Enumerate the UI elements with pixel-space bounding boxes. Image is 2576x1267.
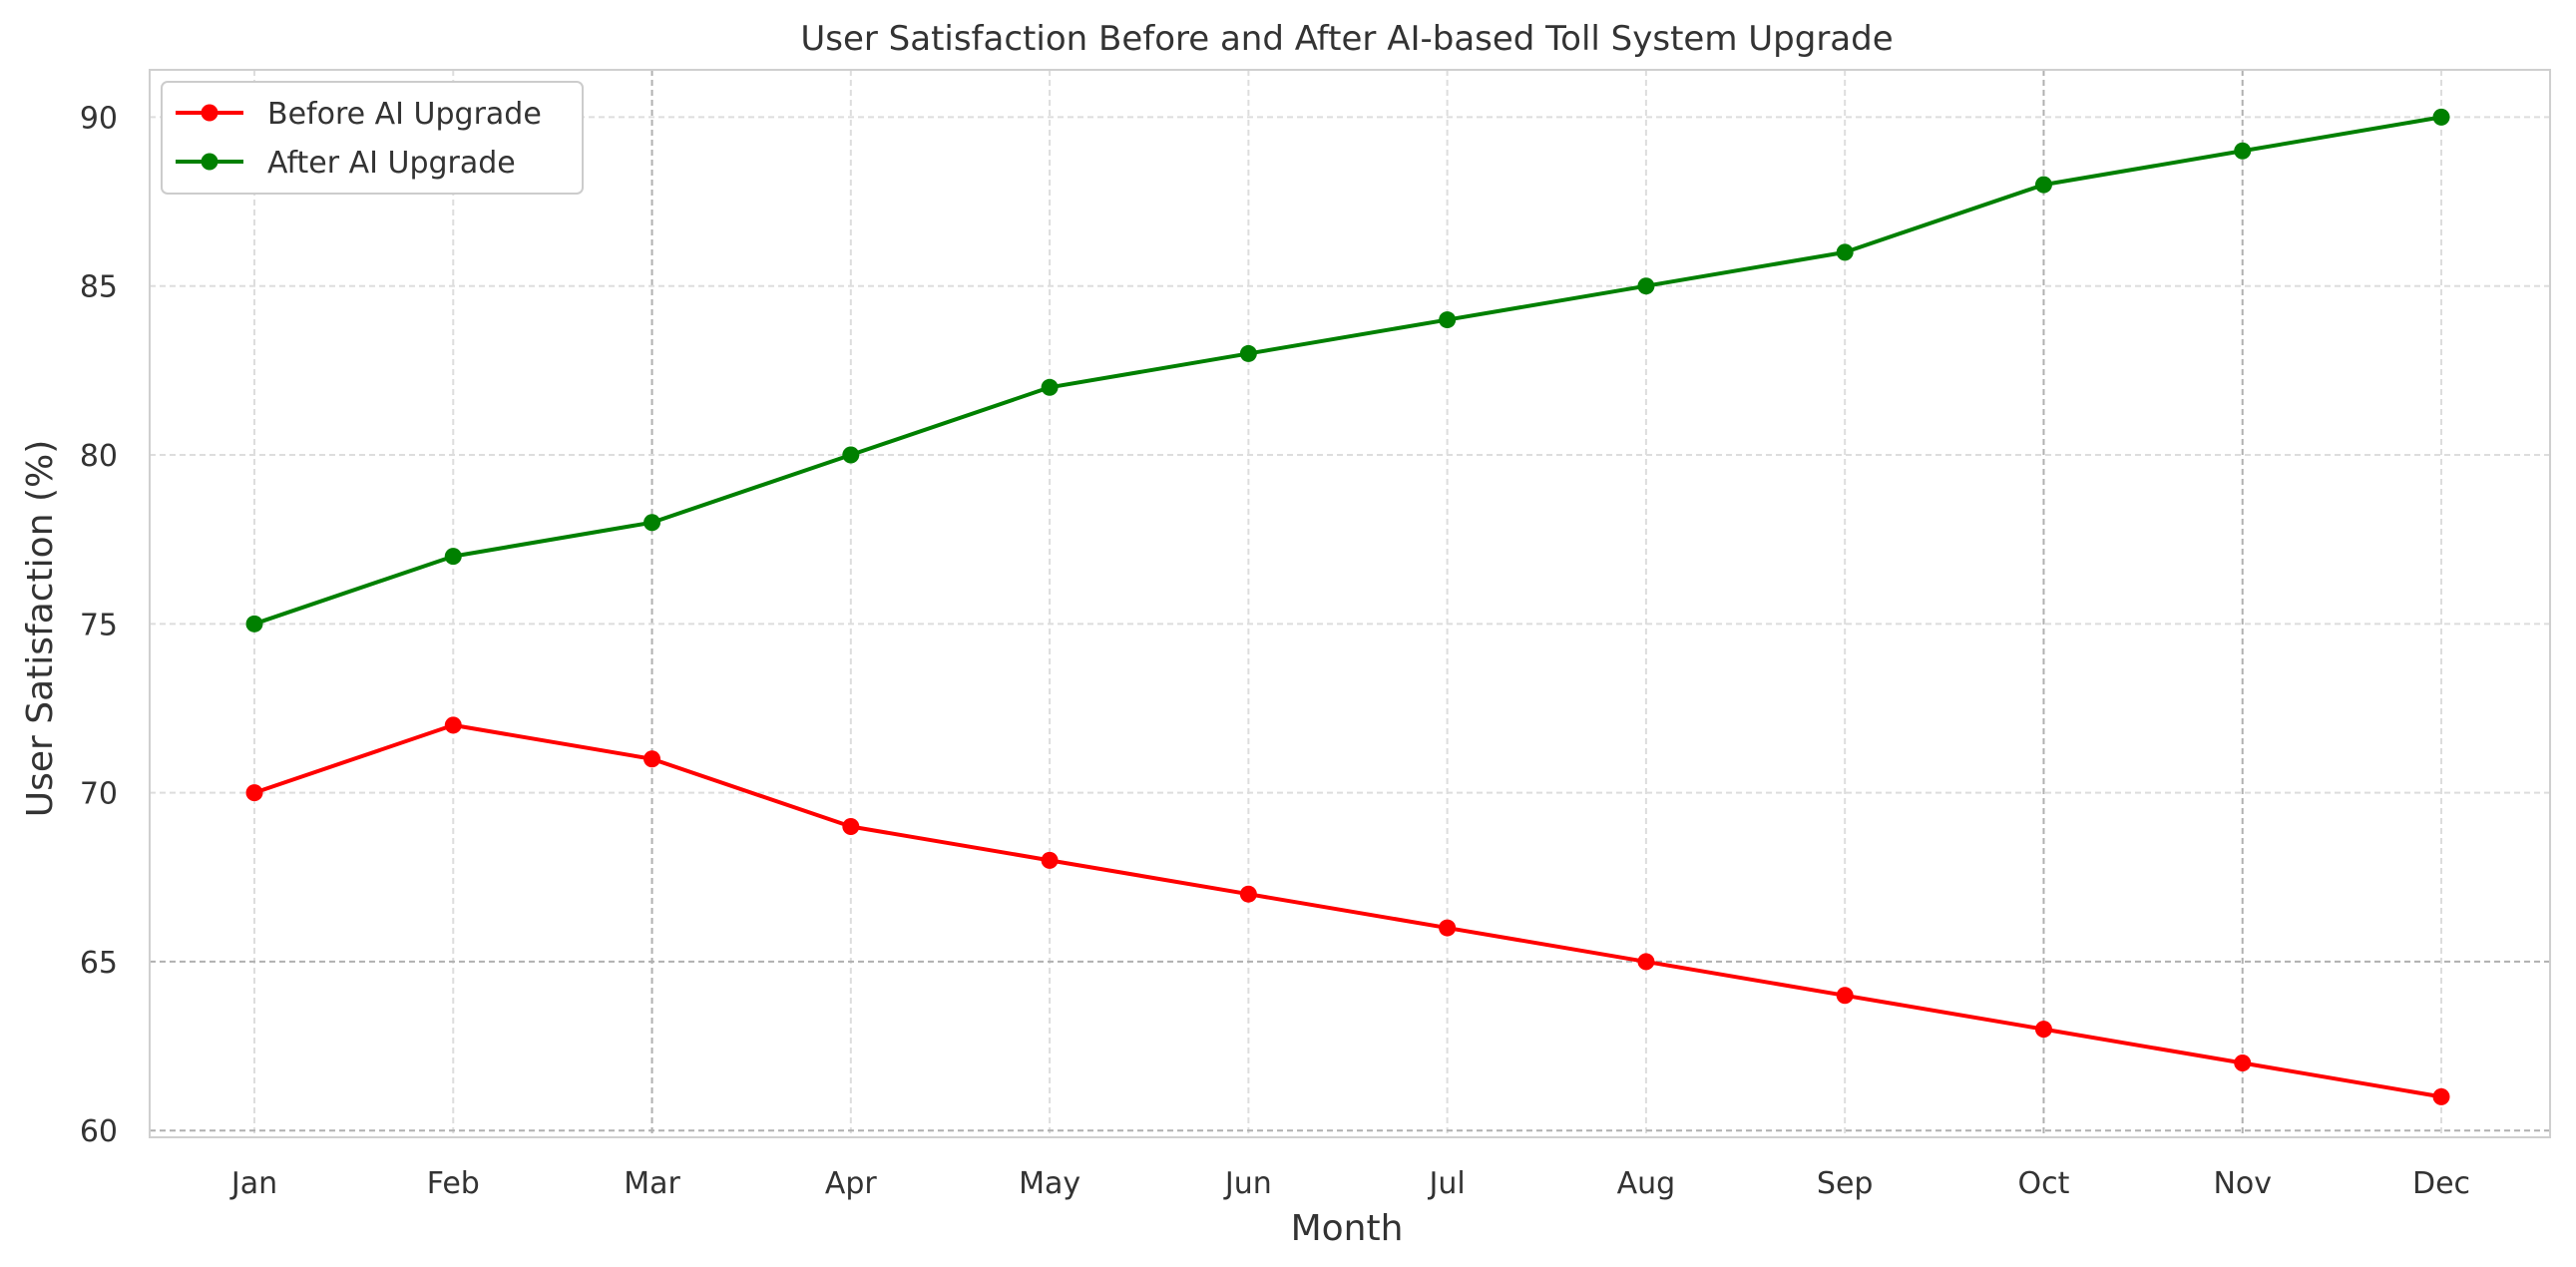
data-point xyxy=(842,446,860,464)
data-point xyxy=(245,615,263,633)
legend-marker xyxy=(201,104,218,122)
data-point xyxy=(644,514,661,532)
x-tick-label: Jun xyxy=(1223,1166,1272,1201)
x-axis-label: Month xyxy=(1291,1208,1404,1249)
y-tick-label: 85 xyxy=(80,270,118,305)
data-point xyxy=(1637,953,1655,971)
y-tick-label: 90 xyxy=(80,101,118,136)
y-axis-label: User Satisfaction (%) xyxy=(20,440,61,818)
x-tick-label: Aug xyxy=(1617,1166,1676,1201)
legend: Before AI Upgrade After AI Upgrade xyxy=(161,81,584,195)
x-tick-label: Dec xyxy=(2412,1166,2470,1201)
y-tick-label: 80 xyxy=(80,439,118,474)
series-group xyxy=(245,108,2450,633)
tick-layer: Jan Feb Mar Apr May Jun Jul Aug Sep Oct Nov Dec 60 65… xyxy=(80,101,2470,1201)
data-point xyxy=(2234,1055,2252,1072)
y-tick-label: 70 xyxy=(80,777,118,812)
y-tick-label: 65 xyxy=(80,946,118,981)
x-tick-label: Apr xyxy=(825,1166,878,1201)
series-line xyxy=(253,115,2442,627)
plot-frame xyxy=(149,69,2551,1138)
series-layer xyxy=(245,108,2450,1105)
data-point xyxy=(644,750,661,768)
x-tick-label: Jan xyxy=(229,1166,277,1201)
legend-label: Before AI Upgrade xyxy=(267,97,542,132)
data-point xyxy=(444,548,462,566)
x-tick-label: May xyxy=(1019,1166,1080,1201)
y-tick-label: 75 xyxy=(80,608,118,642)
data-point xyxy=(2034,176,2052,194)
chart-title: User Satisfaction Before and After AI-ba… xyxy=(800,19,1893,59)
legend-entry: After AI Upgrade xyxy=(176,146,516,181)
x-tick-label: Sep xyxy=(1817,1166,1874,1201)
data-point xyxy=(1239,344,1257,362)
data-point xyxy=(1836,243,1854,261)
x-tick-label: Feb xyxy=(427,1166,480,1201)
data-point xyxy=(2034,1021,2052,1039)
legend-marker xyxy=(201,153,218,171)
x-tick-label: Nov xyxy=(2213,1166,2272,1201)
data-point xyxy=(1836,987,1854,1005)
x-tick-label: Jul xyxy=(1428,1166,1466,1201)
data-point xyxy=(1041,851,1059,869)
series-line xyxy=(253,722,2442,1099)
data-point xyxy=(2432,1087,2450,1105)
grid-layer xyxy=(150,70,2550,1137)
data-point xyxy=(1439,919,1457,937)
legend-box xyxy=(161,81,584,195)
data-point xyxy=(1439,311,1457,329)
data-point xyxy=(444,716,462,734)
data-point xyxy=(1041,378,1059,396)
data-point xyxy=(245,784,263,802)
x-tick-label: Oct xyxy=(2018,1166,2070,1201)
data-point xyxy=(2432,108,2450,126)
data-point xyxy=(2234,142,2252,160)
legend-label: After AI Upgrade xyxy=(267,146,516,181)
data-point xyxy=(842,817,860,835)
series-group xyxy=(245,716,2450,1105)
legend-entry: Before AI Upgrade xyxy=(176,97,542,132)
data-point xyxy=(1637,277,1655,295)
data-point xyxy=(1239,885,1257,903)
y-tick-label: 60 xyxy=(80,1114,118,1149)
x-tick-label: Mar xyxy=(624,1166,680,1201)
